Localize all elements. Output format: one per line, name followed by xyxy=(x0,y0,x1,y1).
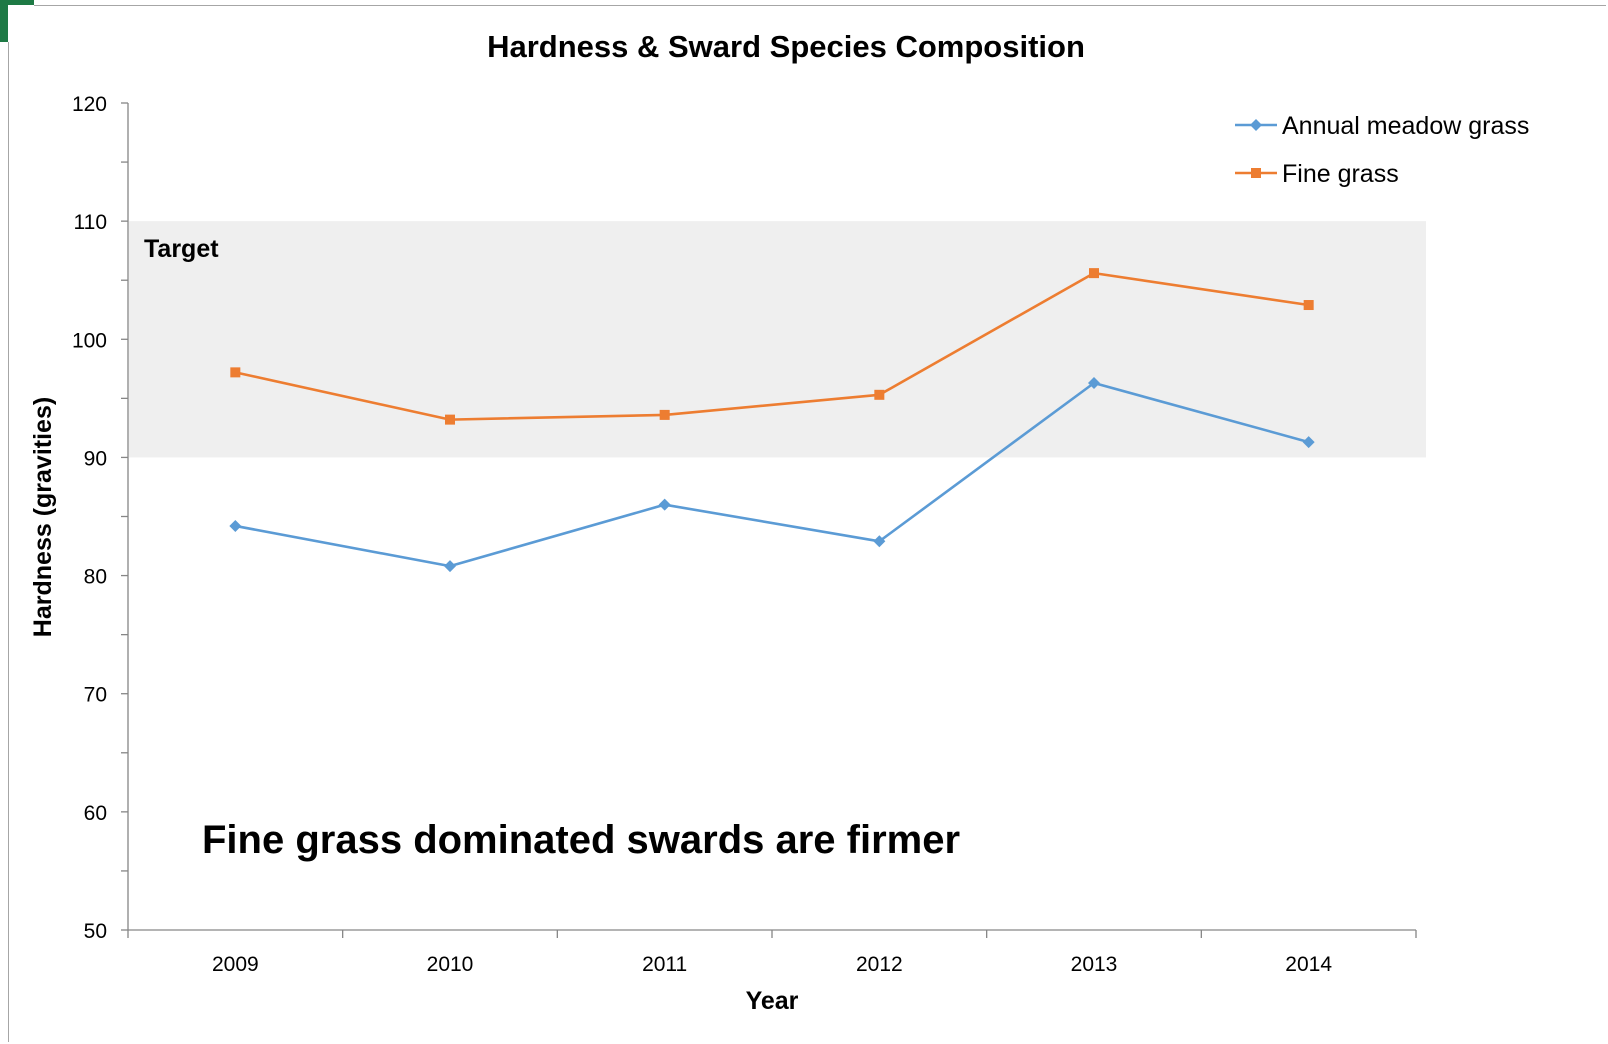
data-point xyxy=(874,389,885,400)
y-axis: 50 60 70 80 90 100 110 120 xyxy=(72,93,129,943)
target-band-label: Target xyxy=(144,235,219,263)
legend: Annual meadow grass Fine grass xyxy=(1235,112,1529,188)
data-point xyxy=(444,560,456,573)
y-tick-label: 50 xyxy=(84,920,107,943)
window-corner-accent xyxy=(0,0,34,42)
y-tick-label: 80 xyxy=(84,566,107,589)
data-point xyxy=(1088,376,1100,389)
series-0 xyxy=(229,376,1315,573)
legend-item: Fine grass xyxy=(1235,160,1399,188)
series-1 xyxy=(230,268,1314,425)
legend-label: Annual meadow grass xyxy=(1282,112,1529,140)
y-axis-title: Hardness (gravities) xyxy=(29,397,57,637)
data-point xyxy=(659,409,670,420)
x-tick-label: 2011 xyxy=(642,953,687,976)
series-line xyxy=(235,381,1310,568)
y-tick-label: 120 xyxy=(72,93,107,116)
y-tick-label: 110 xyxy=(74,211,107,234)
data-point xyxy=(230,367,241,378)
legend-marker xyxy=(1251,168,1261,178)
x-tick-label: 2014 xyxy=(1285,953,1332,976)
data-point xyxy=(1302,436,1315,449)
data-point xyxy=(445,414,455,425)
series-layer xyxy=(229,268,1315,573)
x-tick-label: 2010 xyxy=(427,953,474,976)
y-tick-label: 100 xyxy=(72,329,107,352)
data-point xyxy=(1303,300,1314,311)
y-tick-label: 70 xyxy=(84,684,107,707)
legend-item: Annual meadow grass xyxy=(1235,112,1529,140)
legend-marker xyxy=(1250,119,1262,131)
data-point xyxy=(1089,268,1099,279)
data-point xyxy=(873,535,886,548)
x-axis: 2009 2010 2011 2012 2013 2014 xyxy=(127,929,1417,976)
y-tick-label: 60 xyxy=(84,802,107,825)
data-point xyxy=(229,519,242,532)
x-tick-label: 2009 xyxy=(212,953,259,976)
chart-annotation: Fine grass dominated swards are firmer xyxy=(202,818,960,862)
chart-frame xyxy=(8,5,1606,1042)
chart-title: Hardness & Sward Species Composition xyxy=(487,29,1085,64)
target-band xyxy=(129,221,1426,458)
x-tick-label: 2012 xyxy=(856,953,903,976)
x-axis-title: Year xyxy=(746,987,799,1015)
legend-label: Fine grass xyxy=(1282,160,1399,188)
x-tick-label: 2013 xyxy=(1071,953,1118,976)
series-line xyxy=(235,271,1309,421)
data-point xyxy=(658,498,671,511)
y-tick-label: 90 xyxy=(84,447,107,470)
